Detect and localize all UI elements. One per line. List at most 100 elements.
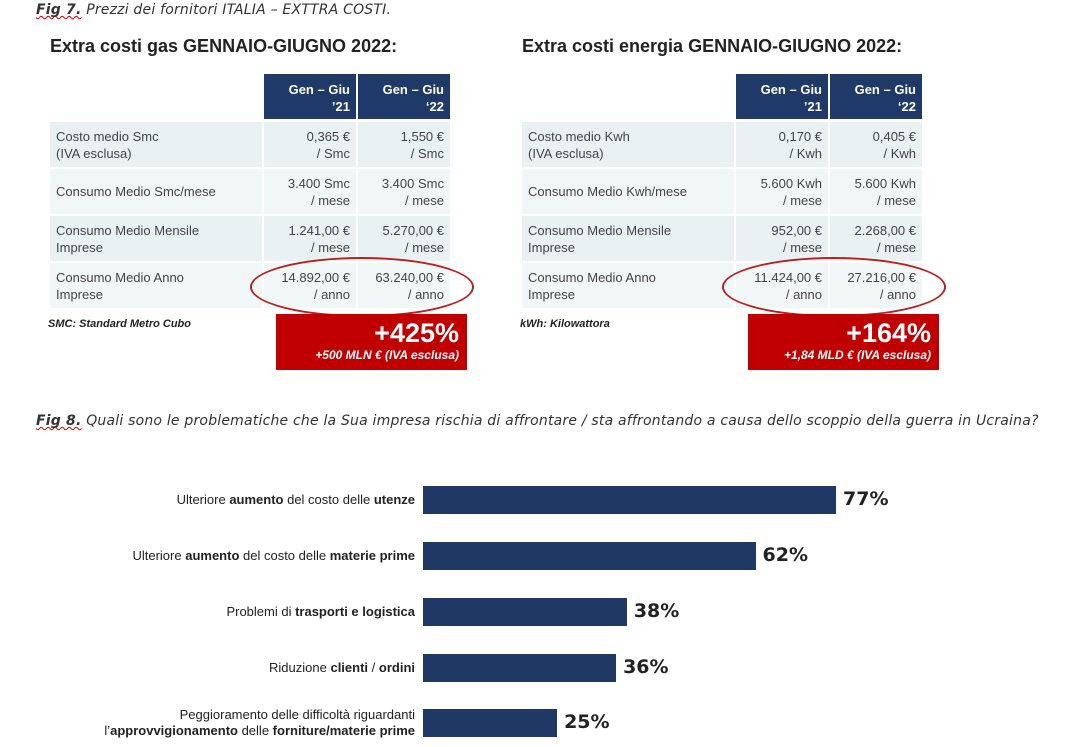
value-unit: / Smc (410, 145, 444, 161)
energy-value-cell: 5.600 Kwh / mese (830, 169, 922, 214)
gas-increase-box: +425% +500 MLN € (IVA esclusa) (276, 314, 467, 370)
bar-category-label: Ulteriore aumento del costo delle utenze (15, 492, 415, 508)
energy-column-header: Gen – Giu ’21 (736, 74, 828, 119)
fig8-text: Quali sono le problematiche che la Sua i… (86, 413, 1039, 429)
value-unit: / Kwh (883, 145, 916, 161)
gas-value-cell: 0,365 € / Smc (264, 122, 356, 167)
energy-value-cell: 952,00 € / mese (736, 216, 828, 261)
bar-category-label: Ulteriore aumento del costo delle materi… (15, 548, 415, 564)
header-line: ’21 (803, 99, 822, 114)
fig8-caption: Fig 8. Quali sono le problematiche che l… (36, 412, 1076, 431)
label-segment: forniture/materie prime (272, 723, 415, 738)
label-line: Imprese (56, 239, 103, 255)
value-line: 1.241,00 € (288, 222, 350, 238)
value-line: 952,00 € (771, 222, 822, 238)
bar (423, 598, 627, 626)
bar-value-label: 77% (843, 488, 889, 510)
energy-row-label: Costo medio Kwh (IVA esclusa) (522, 122, 734, 167)
value-line: 5.270,00 € (382, 222, 444, 238)
bar-category-label: Peggioramento delle difficoltà riguardan… (15, 707, 415, 739)
value-unit: / mese (782, 239, 822, 255)
energy-value-cell: 0,170 € / Kwh (736, 122, 828, 167)
fig7-label: Fig 7. (36, 2, 82, 18)
label-segment: Ulteriore (132, 548, 186, 563)
value-line: 3.400 Smc (381, 175, 444, 191)
label-line: Imprese (528, 286, 575, 302)
fig7-caption: Fig 7. Prezzi dei fornitori ITALIA – EXT… (36, 2, 391, 18)
label-segment: materie prime (329, 548, 415, 563)
value-unit: / mese (404, 192, 444, 208)
fig7-text: Prezzi dei fornitori ITALIA – EXTTRA COS… (86, 2, 392, 18)
label-segment: ordini (378, 660, 415, 675)
value-unit: / mese (876, 239, 916, 255)
value-line: 2.268,00 € (854, 222, 916, 238)
bar-category-label: Problemi di trasporti e logistica (15, 604, 415, 620)
gas-column-header: Gen – Giu ’21 (264, 74, 356, 119)
bar-value-label: 38% (633, 600, 680, 622)
value-line: 5.600 Kwh (854, 175, 916, 191)
label-line: Consumo Medio Anno (528, 269, 656, 285)
label-segment: clienti (330, 660, 369, 675)
label-segment: aumento (229, 492, 284, 507)
label-segment: delle (237, 723, 273, 738)
energy-increase-box: +164% +1,84 MLD € (IVA esclusa) (748, 314, 939, 370)
label-segment: del costo delle (283, 492, 374, 507)
gas-note: SMC: Standard Metro Cubo (48, 318, 191, 330)
label-segment: approvvigionamento (110, 723, 238, 738)
label-line: Imprese (56, 286, 103, 302)
gas-value-cell: 1.241,00 € / mese (264, 216, 356, 261)
label-line: Imprese (528, 239, 575, 255)
increase-percent: +425% (374, 318, 459, 348)
label-line: Costo medio Smc (56, 128, 159, 144)
bar (423, 542, 756, 570)
bar (423, 654, 617, 682)
bar-value-label: 62% (762, 544, 809, 566)
header-line: Gen – Giu (288, 82, 350, 97)
label-line: Consumo Medio Anno (56, 269, 184, 285)
value-unit: / mese (310, 192, 350, 208)
gas-row-label: Consumo Medio Smc/mese (50, 169, 262, 214)
energy-row-label: Consumo Medio Kwh/mese (522, 169, 734, 214)
bar-category-label: Riduzione clienti / ordini (15, 660, 415, 676)
energy-row-label: Consumo Medio Anno Imprese (522, 263, 734, 308)
value-unit: / mese (404, 239, 444, 255)
label-line: Consumo Medio Smc/mese (56, 184, 216, 199)
value-line: 0,405 € (872, 128, 916, 144)
header-line: Gen – Giu (854, 82, 916, 97)
energy-column-header: Gen – Giu ‘22 (830, 74, 922, 119)
gas-value-cell: 3.400 Smc / mese (264, 169, 356, 214)
label-segment: aumento (185, 548, 240, 563)
highlight-ellipse (722, 257, 946, 317)
label-line: Costo medio Kwh (528, 128, 630, 144)
value-line: 5.600 Kwh (760, 175, 822, 191)
energy-row-label: Consumo Medio Mensile Imprese (522, 216, 734, 261)
increase-percent: +164% (846, 318, 931, 348)
gas-column-header: Gen – Giu ‘22 (358, 74, 450, 119)
value-line: 0,170 € (778, 128, 822, 144)
fig8-label: Fig 8. (36, 413, 82, 429)
energy-note: kWh: Kilowattora (520, 318, 610, 330)
energy-value-cell: 5.600 Kwh / mese (736, 169, 828, 214)
label-line: Consumo Medio Mensile (528, 222, 672, 238)
label-line: Consumo Medio Kwh/mese (528, 184, 687, 199)
gas-row-label: Consumo Medio Mensile Imprese (50, 216, 262, 261)
value-unit: / Smc (316, 145, 350, 161)
label-segment: / (368, 660, 379, 675)
highlight-ellipse (250, 257, 474, 317)
header-line: Gen – Giu (382, 82, 444, 97)
value-line: 3.400 Smc (287, 175, 350, 191)
increase-detail: +1,84 MLD € (IVA esclusa) (783, 348, 931, 362)
header-line: ’21 (331, 99, 350, 114)
gas-row-label: Costo medio Smc (IVA esclusa) (50, 122, 262, 167)
increase-detail: +500 MLN € (IVA esclusa) (315, 348, 459, 362)
value-unit: / Kwh (789, 145, 822, 161)
label-segment: Peggioramento delle difficoltà riguardan… (104, 707, 415, 738)
value-line: 1,550 € (400, 128, 444, 144)
gas-value-cell: 1,550 € / Smc (358, 122, 450, 167)
header-line: Gen – Giu (760, 82, 822, 97)
bar (423, 486, 836, 514)
gas-row-label: Consumo Medio Anno Imprese (50, 263, 262, 308)
bar-value-label: 25% (564, 711, 610, 733)
label-line: (IVA esclusa) (56, 145, 132, 161)
header-line: ‘22 (897, 99, 916, 114)
